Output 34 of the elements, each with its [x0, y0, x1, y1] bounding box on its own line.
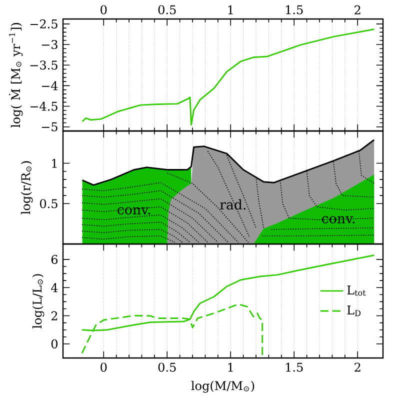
legend-label: L$_{tot}$: [347, 286, 366, 296]
y-tick-label: −4: [42, 81, 58, 90]
annotation: conv.: [322, 216, 354, 224]
y-tick-label: −4.5: [30, 102, 58, 111]
y-tick-label: 4: [51, 283, 58, 292]
y-axis-title: log(L/L$_{⊙}$): [32, 274, 44, 328]
x2-tick-label: 1: [228, 5, 233, 14]
x2-tick-label: 0.5: [158, 5, 176, 14]
annotation: rad.: [220, 199, 246, 210]
y-tick-label: −3: [42, 40, 58, 50]
x-tick-label: 0: [100, 362, 107, 372]
x2-tick-label: 1.5: [286, 5, 303, 14]
x-tick-label: 1.5: [286, 362, 303, 372]
y-tick-label: −3.5: [30, 60, 58, 70]
y-tick-label: −5: [42, 122, 58, 132]
line-series: [207, 150, 250, 238]
y-tick-label: 0.5: [40, 199, 58, 208]
x2-tick-label: 0: [100, 5, 107, 14]
y-tick-label: 6: [51, 254, 58, 264]
y-axis-title: log( Ṁ [M$_{⊙}$ yr$^{−1}$]): [8, 23, 23, 128]
legend-label: L$_{D}$: [347, 306, 361, 316]
y-axis-title: log(r/R$_{⊙}$): [20, 161, 33, 214]
y-tick-label: 1: [52, 158, 57, 168]
y-tick-label: −2.5: [30, 19, 58, 28]
line-series: [82, 28, 375, 126]
annotation: conv.: [118, 207, 150, 215]
x2-tick-label: 2: [354, 5, 360, 14]
y-tick-label: 0: [51, 339, 58, 348]
x-tick-label: 1: [228, 362, 233, 372]
x-tick-label: 2: [354, 362, 360, 372]
y-tick-label: 2: [51, 311, 58, 320]
x-tick-label: 0.5: [158, 362, 176, 372]
line-series: [82, 198, 218, 243]
x-axis-title: log(M/M$_{⊙}$): [191, 380, 254, 393]
